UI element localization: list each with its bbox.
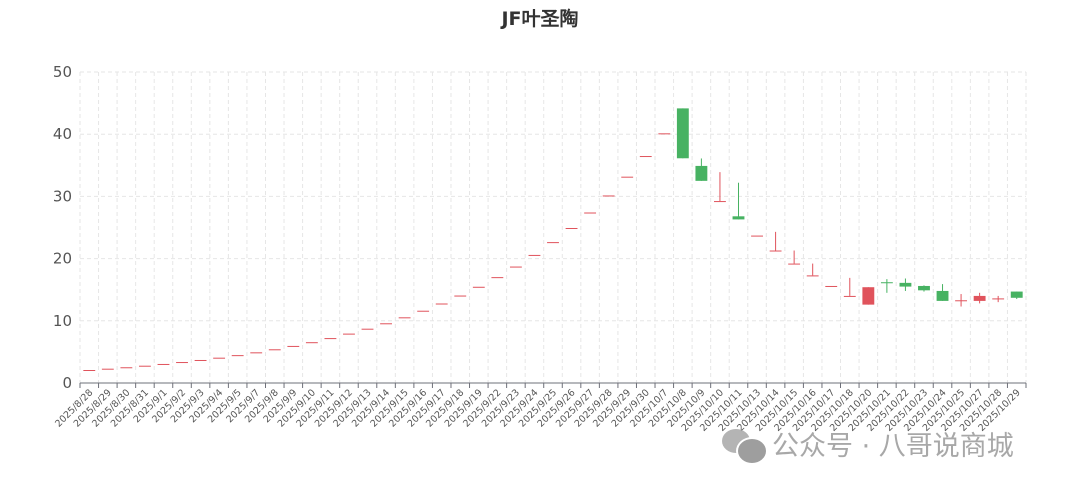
- candle-body: [287, 345, 300, 347]
- candle-body: [324, 338, 337, 340]
- candle-body: [880, 282, 893, 284]
- chart-title: JF叶圣陶: [501, 8, 579, 30]
- candle-body: [751, 235, 763, 237]
- candle-body: [305, 342, 318, 344]
- y-tick-label: 40: [53, 125, 72, 143]
- y-tick-label: 0: [62, 374, 72, 392]
- candle-body: [231, 355, 244, 357]
- candle-body: [862, 287, 875, 305]
- candle-body: [417, 310, 430, 312]
- candle-body: [973, 295, 986, 301]
- candle-body: [899, 282, 912, 287]
- candle-body: [138, 365, 151, 367]
- candle-body: [472, 286, 485, 288]
- candle-body: [695, 165, 708, 181]
- candle-body: [398, 317, 411, 319]
- candle-body: [361, 328, 374, 330]
- candle-body: [454, 295, 467, 297]
- candle-body: [380, 323, 392, 325]
- y-tick-label: 20: [53, 250, 72, 268]
- candle-body: [120, 367, 133, 369]
- candle-body: [491, 277, 504, 279]
- candle-body: [806, 275, 819, 277]
- wechat-icon: [722, 427, 768, 465]
- candle-body: [714, 201, 726, 203]
- candle-body: [547, 242, 559, 244]
- candle-body: [918, 285, 930, 291]
- candle-body: [825, 285, 838, 287]
- candle-body: [176, 362, 188, 364]
- candle-body: [1010, 291, 1023, 298]
- candle-body: [676, 108, 689, 159]
- candle-body: [268, 349, 281, 351]
- candle-body: [194, 359, 207, 361]
- candle-body: [435, 303, 448, 305]
- candle-body: [639, 156, 652, 158]
- candle-body: [157, 363, 170, 365]
- candle-body: [528, 254, 541, 256]
- candle-body: [936, 290, 949, 301]
- candle-body: [584, 212, 597, 214]
- y-tick-label: 50: [53, 63, 72, 81]
- candle-body: [83, 370, 96, 372]
- candle-body: [843, 295, 856, 297]
- candle-body: [565, 227, 578, 229]
- watermark-text: 公众号 · 八哥说商城: [772, 431, 1014, 462]
- candle-body: [101, 368, 114, 370]
- candle-body: [769, 250, 782, 252]
- candle-body: [343, 333, 355, 335]
- candle-body: [788, 263, 801, 265]
- candle-body: [658, 133, 671, 135]
- candle-body: [955, 300, 968, 302]
- candle-body: [732, 216, 745, 220]
- y-tick-label: 10: [53, 312, 72, 330]
- candle-body: [621, 176, 634, 178]
- y-tick-label: 30: [53, 187, 72, 205]
- candle-body: [602, 195, 615, 197]
- watermark: 公众号 · 八哥说商城: [722, 424, 1014, 465]
- candle-body: [509, 266, 522, 268]
- candle-body: [992, 298, 1005, 300]
- candle-body: [250, 352, 263, 354]
- candle-body: [213, 357, 226, 359]
